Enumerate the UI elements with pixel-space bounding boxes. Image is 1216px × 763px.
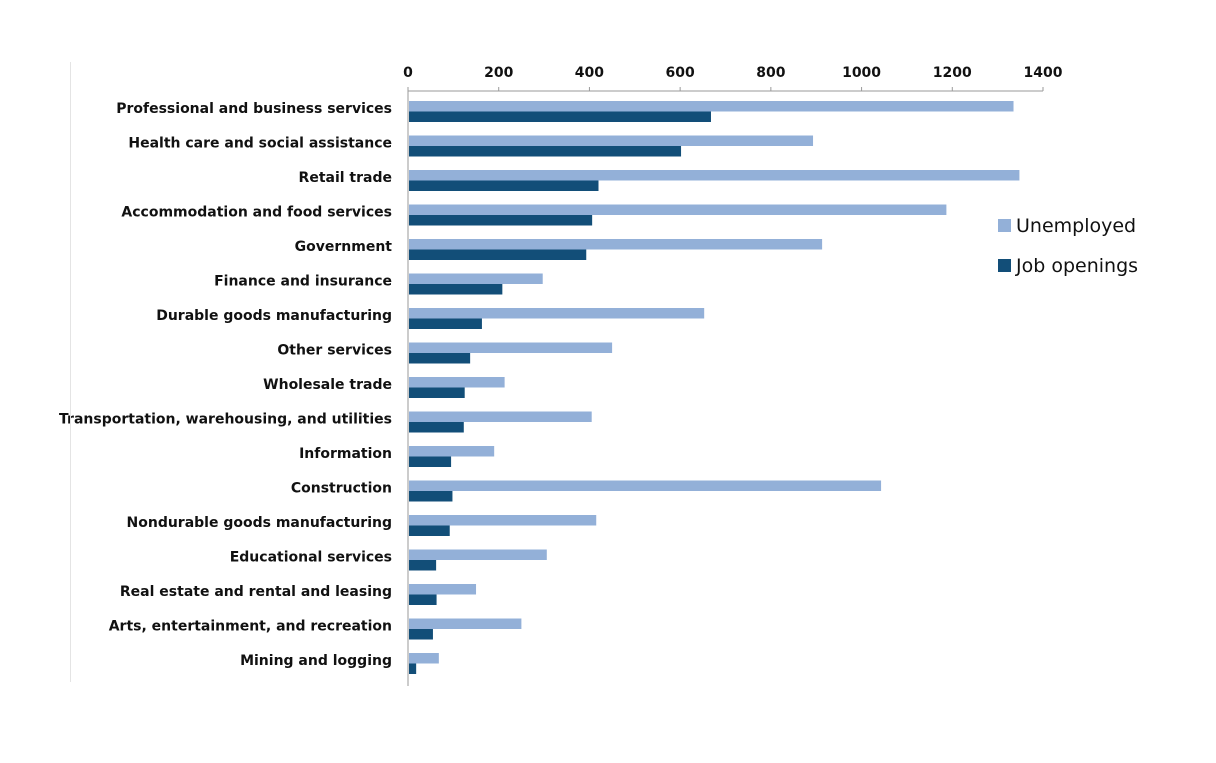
x-tick-label: 1200 [933, 65, 972, 81]
bar-unemployed [409, 273, 543, 284]
x-axis [407, 90, 1043, 686]
x-tick-label: 200 [484, 65, 513, 81]
legend-swatch-job-openings [998, 259, 1011, 272]
x-tick-label: 800 [756, 65, 785, 81]
bar-unemployed [409, 308, 705, 319]
x-tick-label: 1000 [842, 65, 881, 81]
frame-edge [70, 62, 71, 682]
bar-job-openings [409, 422, 464, 433]
bar-job-openings [409, 594, 437, 605]
bar-unemployed [409, 515, 597, 526]
bar-job-openings [409, 318, 482, 329]
bar-job-openings [409, 491, 453, 502]
category-label: Retail trade [299, 170, 392, 186]
category-label: Durable goods manufacturing [156, 308, 392, 324]
category-label: Government [295, 239, 393, 255]
category-label: Accommodation and food services [121, 205, 392, 221]
bar-unemployed [409, 101, 1014, 112]
category-label: Finance and insurance [214, 274, 392, 290]
bar-job-openings [409, 180, 599, 191]
category-labels: Professional and business services Health… [59, 101, 392, 669]
bar-unemployed [409, 204, 947, 215]
bar-unemployed [409, 239, 823, 250]
bar-job-openings [409, 146, 682, 157]
category-label: Nondurable goods manufacturing [127, 515, 392, 531]
x-tick-label: 1400 [1024, 65, 1063, 81]
legend-label-unemployed: Unemployed [1016, 215, 1136, 237]
category-label: Construction [291, 481, 392, 497]
bar-unemployed [409, 549, 547, 560]
category-label: Information [299, 446, 392, 462]
x-tick-label: 0 [403, 65, 413, 81]
bar-unemployed [409, 480, 882, 491]
bar-job-openings [409, 456, 452, 467]
x-tick-label: 400 [575, 65, 604, 81]
x-tick-label: 600 [666, 65, 695, 81]
category-label: Educational services [230, 550, 392, 566]
series-job-openings-bars [409, 111, 711, 674]
legend-swatch-unemployed [998, 219, 1011, 232]
bar-unemployed [409, 446, 495, 457]
bar-unemployed [409, 135, 814, 146]
bar-job-openings [409, 284, 503, 295]
bar-unemployed [409, 411, 592, 422]
legend: Unemployed Job openings [998, 215, 1138, 277]
bar-job-openings [409, 629, 433, 640]
bar-unemployed [409, 653, 439, 664]
category-label: Professional and business services [116, 101, 392, 117]
category-label: Arts, entertainment, and recreation [109, 619, 392, 635]
bar-unemployed [409, 170, 1020, 181]
bar-job-openings [409, 215, 593, 226]
series-unemployed-bars [409, 101, 1020, 664]
legend-label-job-openings: Job openings [1015, 255, 1138, 277]
category-label: Mining and logging [240, 653, 392, 669]
bar-job-openings [409, 387, 465, 398]
category-label: Wholesale trade [263, 377, 392, 393]
bar-unemployed [409, 377, 505, 388]
bar-unemployed [409, 342, 613, 353]
category-label: Other services [277, 343, 392, 359]
category-label: Health care and social assistance [128, 136, 392, 152]
bar-unemployed [409, 584, 477, 595]
bar-job-openings [409, 663, 417, 674]
bar-job-openings [409, 560, 437, 571]
bar-unemployed [409, 618, 522, 629]
bar-job-openings [409, 111, 711, 122]
x-tick-labels: 0 200 400 600 800 1000 1200 1400 [403, 65, 1063, 91]
category-label: Real estate and rental and leasing [120, 584, 392, 600]
category-label: Transportation, warehousing, and utiliti… [59, 412, 392, 428]
bar-job-openings [409, 353, 471, 364]
bar-job-openings [409, 249, 587, 260]
bar-job-openings [409, 525, 450, 536]
